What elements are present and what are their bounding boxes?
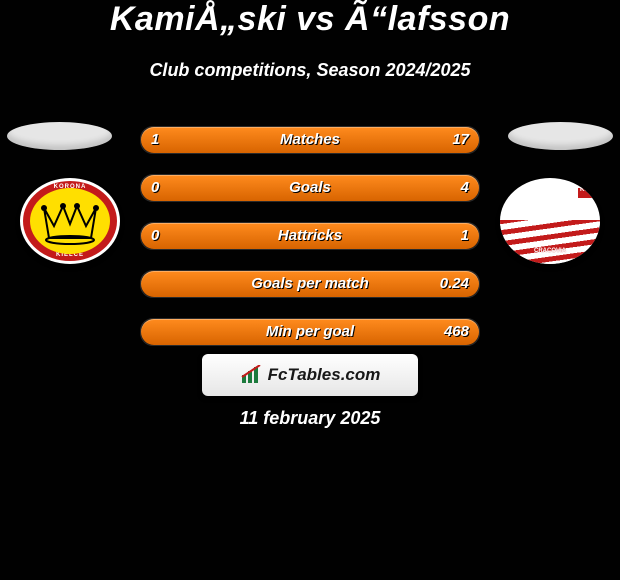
date-text: 11 february 2025 bbox=[0, 408, 620, 429]
stat-label: Goals bbox=[141, 175, 479, 201]
crest-text-bottom: CRACOVIA bbox=[500, 248, 600, 254]
subtitle: Club competitions, Season 2024/2025 bbox=[0, 60, 620, 81]
source-badge[interactable]: FcTables.com bbox=[202, 354, 418, 396]
bar-chart-icon bbox=[240, 365, 262, 385]
stat-label: Goals per match bbox=[141, 271, 479, 297]
stat-row-hattricks: 01Hattricks bbox=[140, 222, 480, 250]
club-crest-right: CRACOVIA bbox=[500, 178, 600, 264]
player-photo-placeholder-left bbox=[7, 122, 112, 150]
source-text: FcTables.com bbox=[268, 365, 381, 385]
cracovia-badge: CRACOVIA bbox=[500, 178, 600, 264]
comparison-card: KamiÅ„ski vs Ã“lafsson Club competitions… bbox=[0, 0, 620, 580]
korona-kielce-badge: KORONA KIELCE bbox=[20, 178, 120, 264]
stat-row-matches: 117Matches bbox=[140, 126, 480, 154]
stat-row-min-per-goal: 468Min per goal bbox=[140, 318, 480, 346]
crown-icon bbox=[39, 196, 101, 246]
club-crest-left: KORONA KIELCE bbox=[20, 178, 120, 264]
stat-label: Min per goal bbox=[141, 319, 479, 345]
page-title: KamiÅ„ski vs Ã“lafsson bbox=[0, 0, 620, 39]
stat-row-goals: 04Goals bbox=[140, 174, 480, 202]
stat-row-goals-per-match: 0.24Goals per match bbox=[140, 270, 480, 298]
flag-icon bbox=[578, 188, 592, 198]
stat-label: Matches bbox=[141, 127, 479, 153]
stats-rows: 117Matches 04Goals 01Hattricks 0.24Goals pe… bbox=[140, 126, 480, 366]
player-photo-placeholder-right bbox=[508, 122, 613, 150]
stat-label: Hattricks bbox=[141, 223, 479, 249]
